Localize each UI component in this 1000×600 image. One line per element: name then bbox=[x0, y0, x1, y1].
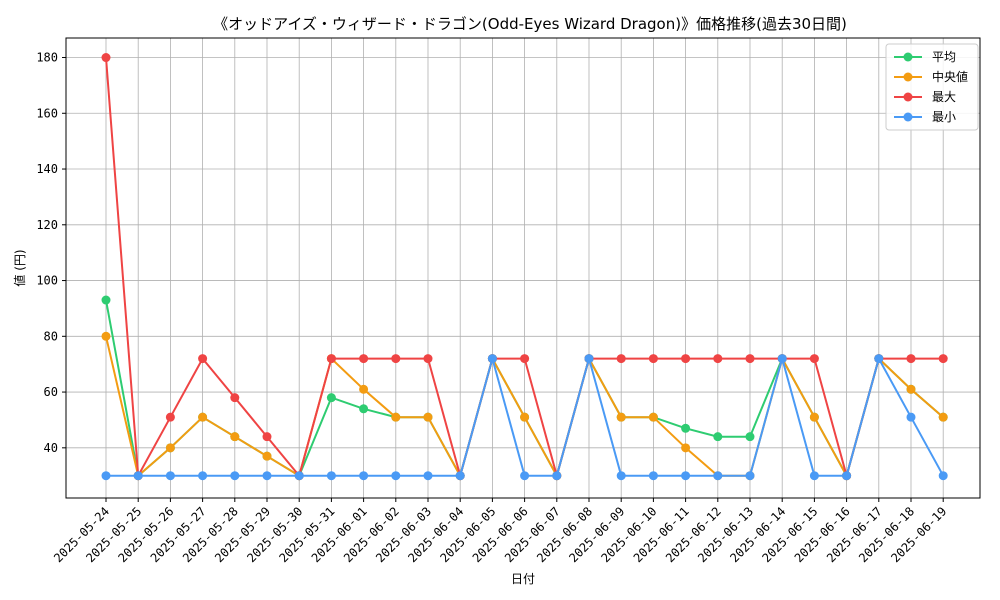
y-tick-label: 120 bbox=[36, 218, 58, 232]
data-point bbox=[198, 354, 208, 364]
plot-frame bbox=[65, 37, 981, 499]
data-point bbox=[681, 423, 691, 433]
data-point bbox=[101, 53, 111, 63]
data-point bbox=[809, 412, 819, 422]
y-tick-label: 40 bbox=[44, 441, 58, 455]
legend-label: 平均 bbox=[932, 50, 956, 64]
data-point bbox=[520, 471, 530, 481]
legend-swatch-marker bbox=[903, 112, 913, 122]
data-point bbox=[165, 412, 175, 422]
data-point bbox=[262, 451, 272, 461]
data-point bbox=[616, 354, 626, 364]
data-point bbox=[616, 471, 626, 481]
data-point bbox=[359, 471, 369, 481]
data-point bbox=[648, 412, 658, 422]
data-point bbox=[423, 354, 433, 364]
data-point bbox=[906, 384, 916, 394]
data-point bbox=[326, 471, 336, 481]
data-point bbox=[198, 471, 208, 481]
data-point bbox=[391, 354, 401, 364]
y-axis-label: 値 (円) bbox=[12, 249, 27, 286]
data-point bbox=[584, 354, 594, 364]
data-point bbox=[777, 354, 787, 364]
data-point bbox=[487, 354, 497, 364]
chart-title: 《オッドアイズ・ウィザード・ドラゴン(Odd-Eyes Wizard Drago… bbox=[213, 15, 847, 33]
data-point bbox=[809, 471, 819, 481]
data-point bbox=[552, 471, 562, 481]
data-point bbox=[230, 432, 240, 442]
y-tick-label: 100 bbox=[36, 274, 58, 288]
data-point bbox=[455, 471, 465, 481]
data-point bbox=[520, 412, 530, 422]
data-point bbox=[938, 412, 948, 422]
data-point bbox=[133, 471, 143, 481]
data-point bbox=[745, 432, 755, 442]
data-point bbox=[938, 354, 948, 364]
data-point bbox=[842, 471, 852, 481]
x-axis-label: 日付 bbox=[511, 572, 535, 586]
data-point bbox=[520, 354, 530, 364]
data-point bbox=[165, 471, 175, 481]
data-point bbox=[326, 393, 336, 403]
legend-label: 最大 bbox=[932, 90, 956, 104]
data-point bbox=[230, 393, 240, 403]
y-tick-label: 140 bbox=[36, 162, 58, 176]
data-point bbox=[648, 354, 658, 364]
series-group bbox=[101, 53, 948, 481]
data-point bbox=[294, 471, 304, 481]
legend-swatch-marker bbox=[903, 92, 913, 102]
data-point bbox=[713, 471, 723, 481]
data-point bbox=[648, 471, 658, 481]
data-point bbox=[906, 412, 916, 422]
data-point bbox=[616, 412, 626, 422]
data-point bbox=[681, 443, 691, 453]
data-point bbox=[101, 331, 111, 341]
data-point bbox=[101, 295, 111, 305]
y-tick-label: 160 bbox=[36, 106, 58, 120]
y-tick-label: 80 bbox=[44, 329, 58, 343]
legend-swatch-marker bbox=[903, 72, 913, 82]
data-point bbox=[745, 354, 755, 364]
data-point bbox=[745, 471, 755, 481]
y-axis: 40 60 80 100 120 140 160 180 bbox=[36, 51, 66, 455]
data-point bbox=[681, 471, 691, 481]
data-point bbox=[906, 354, 916, 364]
legend-label: 最小 bbox=[932, 110, 956, 124]
legend-box bbox=[885, 43, 979, 131]
data-point bbox=[359, 354, 369, 364]
data-point bbox=[230, 471, 240, 481]
data-point bbox=[101, 471, 111, 481]
y-tick-label: 180 bbox=[36, 51, 58, 65]
legend-swatch-marker bbox=[903, 52, 913, 62]
data-point bbox=[809, 354, 819, 364]
data-point bbox=[423, 412, 433, 422]
data-point bbox=[391, 471, 401, 481]
data-point bbox=[391, 412, 401, 422]
data-point bbox=[874, 354, 884, 364]
data-point bbox=[198, 412, 208, 422]
data-point bbox=[165, 443, 175, 453]
data-point bbox=[326, 354, 336, 364]
y-tick-label: 60 bbox=[44, 385, 58, 399]
data-point bbox=[713, 354, 723, 364]
legend-label: 中央値 bbox=[932, 69, 968, 84]
data-point bbox=[938, 471, 948, 481]
data-point bbox=[359, 404, 369, 414]
data-point bbox=[681, 354, 691, 364]
data-point bbox=[262, 432, 272, 442]
data-point bbox=[262, 471, 272, 481]
data-point bbox=[423, 471, 433, 481]
data-point bbox=[359, 384, 369, 394]
data-point bbox=[713, 432, 723, 442]
